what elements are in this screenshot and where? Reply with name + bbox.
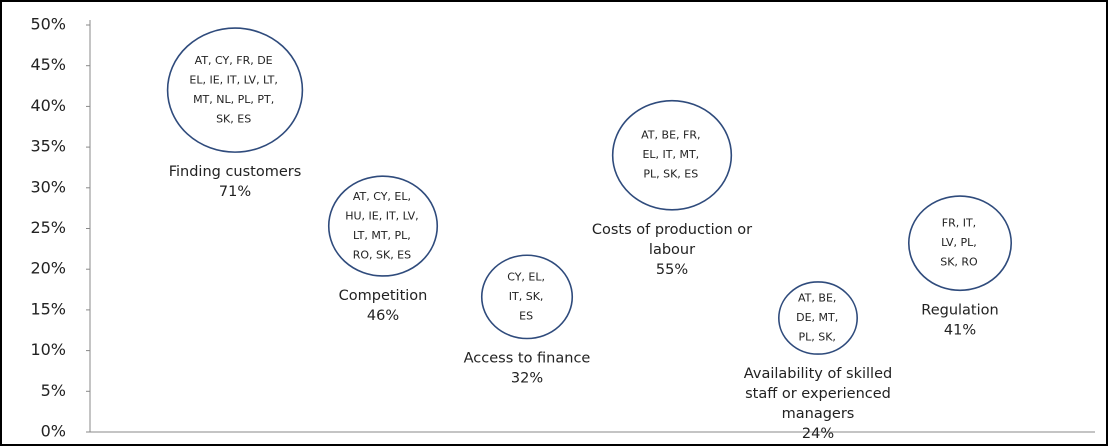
y-tick-label: 10%: [30, 340, 66, 359]
country-list: AT, BE,: [798, 292, 836, 305]
country-list: FR, IT,: [942, 217, 976, 230]
category-line: Availability of skilled: [744, 366, 892, 382]
country-list: HU, IE, IT, LV,: [345, 209, 418, 222]
y-tick-label: 0%: [41, 422, 66, 441]
country-list: SK, ES: [216, 112, 251, 125]
bubble: [611, 99, 733, 211]
value-label: 71%: [219, 184, 251, 200]
y-tick-label: 45%: [30, 55, 66, 74]
y-tick-label: 15%: [30, 299, 66, 318]
bubble: [327, 175, 439, 277]
country-list: PL, SK, ES: [643, 168, 698, 181]
y-tick-label: 5%: [41, 381, 66, 400]
country-list: AT, BE, FR,: [641, 129, 700, 142]
y-tick-label: 20%: [30, 259, 66, 278]
category-label: Access to finance: [464, 351, 591, 367]
bubble: [480, 254, 574, 340]
country-list: RO, SK, ES: [353, 248, 411, 261]
country-list: AT, CY, FR, DE: [195, 54, 273, 67]
category-line: Costs of production or: [592, 222, 752, 238]
category-line: Finding customers: [169, 164, 302, 180]
category-line: managers: [782, 406, 855, 422]
bubble: [778, 281, 858, 355]
y-tick-label: 35%: [30, 137, 66, 156]
country-list: DE, MT,: [796, 311, 838, 324]
y-tick-label: 25%: [30, 218, 66, 237]
category-label: Costs of production or labour: [592, 222, 752, 258]
category-line: Regulation: [921, 302, 998, 318]
bubble: [166, 27, 304, 153]
y-tick-label: 40%: [30, 96, 66, 115]
country-list: ES: [519, 309, 533, 322]
y-tick-label: 50%: [30, 15, 66, 34]
category-line: Access to finance: [464, 351, 591, 367]
bubble: [907, 195, 1013, 292]
category-label: Availability of skilled staff or experien…: [744, 366, 892, 422]
country-list: AT, CY, EL,: [353, 190, 411, 203]
value-label: 24%: [802, 426, 834, 442]
country-list: EL, IE, IT, LV, LT,: [189, 73, 277, 86]
country-list: LV, PL,: [941, 236, 977, 249]
country-list: CY, EL,: [507, 270, 545, 283]
value-label: 55%: [656, 262, 688, 278]
category-line: labour: [649, 242, 695, 258]
category-label: Regulation: [921, 302, 998, 318]
country-list: EL, IT, MT,: [642, 148, 699, 161]
country-list: PL, SK,: [798, 331, 835, 344]
value-label: 32%: [511, 371, 543, 387]
category-line: Competition: [339, 288, 428, 304]
country-list: LT, MT, PL,: [353, 229, 411, 242]
country-list: MT, NL, PL, PT,: [193, 93, 274, 106]
category-line: staff or experienced: [745, 386, 891, 402]
category-label: Finding customers: [169, 164, 302, 180]
value-label: 41%: [944, 322, 976, 338]
category-label: Competition: [339, 288, 428, 304]
y-tick-label: 30%: [30, 177, 66, 196]
country-list: IT, SK,: [509, 290, 544, 303]
country-list: SK, RO: [940, 256, 978, 269]
value-label: 46%: [367, 308, 399, 324]
